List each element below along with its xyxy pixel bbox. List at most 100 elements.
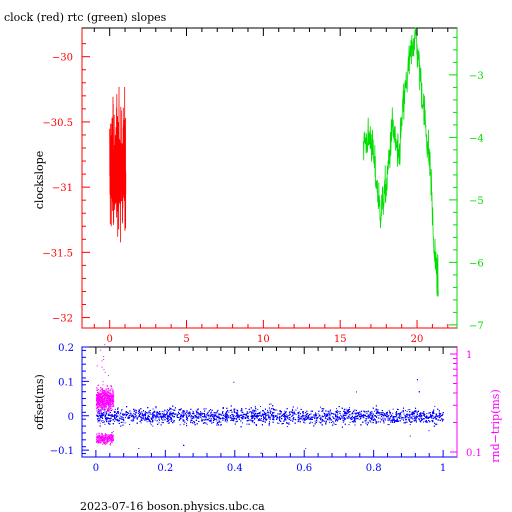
offset-point bbox=[238, 416, 240, 418]
offset-point bbox=[397, 408, 399, 410]
top-x-tick-label: 5 bbox=[183, 334, 189, 345]
offset-point bbox=[425, 419, 427, 421]
offset-point bbox=[274, 409, 276, 411]
offset-point bbox=[231, 419, 233, 421]
offset-point bbox=[222, 417, 224, 419]
offset-point bbox=[442, 412, 444, 414]
offset-point bbox=[152, 425, 154, 427]
offset-point bbox=[385, 412, 387, 414]
offset-point bbox=[183, 423, 185, 425]
offset-point bbox=[129, 423, 131, 425]
offset-point bbox=[119, 418, 121, 420]
offset-point bbox=[383, 413, 385, 415]
offset-point bbox=[388, 409, 390, 411]
offset-point bbox=[214, 414, 216, 416]
offset-point bbox=[99, 419, 101, 421]
offset-point bbox=[261, 420, 263, 422]
offset-point bbox=[344, 411, 346, 413]
offset-point bbox=[305, 412, 307, 414]
offset-point bbox=[183, 419, 185, 421]
offset-point bbox=[392, 412, 394, 414]
offset-point bbox=[174, 416, 176, 418]
offset-point bbox=[131, 415, 133, 417]
offset-point bbox=[161, 417, 163, 419]
offset-point bbox=[118, 420, 120, 422]
offset-point bbox=[388, 419, 390, 421]
offset-point bbox=[110, 419, 112, 421]
offset-point bbox=[222, 414, 224, 416]
offset-point bbox=[291, 411, 293, 413]
offset-point bbox=[192, 411, 194, 413]
offset-point bbox=[310, 421, 312, 423]
offset-point bbox=[225, 416, 227, 418]
offset-point bbox=[441, 420, 443, 422]
offset-point bbox=[108, 422, 110, 424]
offset-point bbox=[210, 414, 212, 416]
offset-point bbox=[220, 414, 222, 416]
offset-point bbox=[274, 409, 276, 411]
offset-point bbox=[344, 413, 346, 415]
offset-point bbox=[162, 419, 164, 421]
offset-point bbox=[193, 413, 195, 415]
offset-point bbox=[154, 416, 156, 418]
offset-point bbox=[335, 411, 337, 413]
offset-point bbox=[159, 413, 161, 415]
offset-point bbox=[299, 418, 301, 420]
offset-point bbox=[367, 417, 369, 419]
offset-point bbox=[397, 420, 399, 422]
offset-point bbox=[244, 413, 246, 415]
offset-point bbox=[386, 416, 388, 418]
offset-point bbox=[329, 414, 331, 416]
offset-point bbox=[423, 413, 425, 415]
offset-point bbox=[212, 414, 214, 416]
offset-point bbox=[204, 410, 206, 412]
offset-point bbox=[388, 424, 390, 426]
offset-point bbox=[123, 414, 124, 416]
offset-point bbox=[357, 415, 359, 417]
offset-point bbox=[293, 417, 295, 419]
offset-point bbox=[195, 419, 197, 421]
offset-point bbox=[435, 413, 437, 415]
offset-point bbox=[377, 411, 379, 413]
offset-point bbox=[253, 411, 255, 413]
offset-point bbox=[299, 413, 301, 415]
offset-point bbox=[426, 416, 428, 418]
offset-point bbox=[351, 417, 353, 419]
offset-point bbox=[303, 419, 305, 421]
offset-point bbox=[321, 419, 323, 421]
offset-point bbox=[138, 410, 140, 412]
offset-point bbox=[276, 409, 278, 411]
offset-point bbox=[415, 420, 417, 422]
offset-point bbox=[148, 420, 150, 422]
offset-point bbox=[439, 415, 441, 417]
offset-point bbox=[159, 413, 161, 415]
offset-point bbox=[401, 411, 403, 413]
offset-point bbox=[150, 420, 152, 422]
offset-point bbox=[228, 411, 230, 413]
offset-point bbox=[233, 415, 235, 417]
offset-point bbox=[114, 414, 116, 416]
offset-point bbox=[360, 424, 362, 426]
offset-point bbox=[341, 407, 343, 409]
offset-point bbox=[168, 410, 170, 412]
offset-point bbox=[208, 410, 210, 412]
offset-point bbox=[190, 420, 192, 422]
offset-point bbox=[206, 423, 208, 425]
offset-point bbox=[394, 420, 396, 422]
offset-point bbox=[206, 419, 208, 421]
offset-point bbox=[319, 414, 321, 416]
offset-point bbox=[376, 411, 378, 413]
offset-point bbox=[335, 423, 337, 425]
offset-point bbox=[236, 417, 238, 419]
offset-point bbox=[329, 415, 331, 417]
offset-point bbox=[438, 412, 440, 414]
offset-point bbox=[433, 425, 435, 427]
offset-point bbox=[409, 416, 411, 418]
offset-point bbox=[265, 413, 267, 415]
offset-point bbox=[179, 419, 181, 421]
offset-point bbox=[422, 412, 424, 414]
offset-point bbox=[255, 415, 257, 417]
offset-point bbox=[133, 418, 135, 420]
offset-point bbox=[96, 414, 98, 416]
offset-point bbox=[177, 413, 179, 415]
